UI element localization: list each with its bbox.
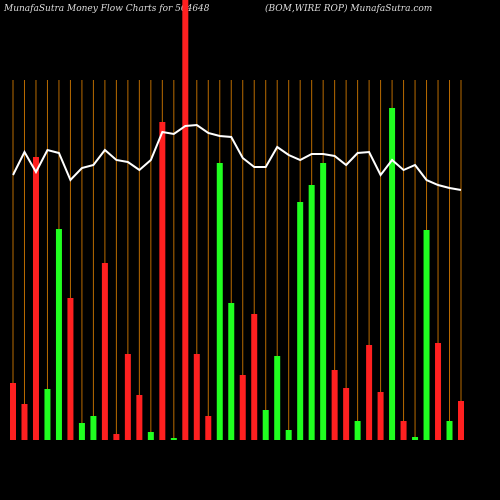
bar	[21, 404, 28, 440]
bar	[101, 263, 108, 440]
bar	[297, 202, 304, 440]
bar	[274, 356, 281, 440]
money-flow-line	[12, 123, 462, 191]
bar	[308, 185, 315, 440]
bar	[90, 416, 97, 440]
bar	[67, 298, 74, 440]
bar	[320, 163, 327, 440]
bar	[55, 229, 62, 440]
bar	[113, 434, 120, 440]
bar	[354, 421, 361, 440]
bar	[170, 438, 177, 440]
bar	[182, 0, 189, 440]
bar	[343, 388, 350, 440]
bar	[285, 430, 292, 440]
bar	[435, 343, 442, 440]
bar	[412, 437, 419, 440]
bar	[147, 432, 154, 440]
bar	[377, 392, 384, 440]
bar	[136, 395, 143, 440]
bar	[193, 354, 200, 440]
bar	[159, 122, 166, 440]
chart-subtitle: (BOM,WIRE ROP) MunafaSutra.com	[265, 3, 432, 14]
bar	[32, 157, 39, 440]
bar	[366, 345, 373, 440]
bar	[216, 163, 223, 440]
bar	[262, 410, 269, 440]
bar	[400, 421, 407, 440]
bar	[10, 383, 16, 440]
bar	[331, 370, 338, 440]
bar	[228, 303, 235, 440]
chart-title: MunafaSutra Money Flow Charts for 504648	[3, 4, 210, 14]
bar	[446, 421, 453, 440]
bar	[44, 389, 51, 440]
bar	[124, 354, 131, 440]
bar	[239, 375, 246, 440]
bar	[423, 230, 430, 440]
bar	[251, 314, 258, 440]
bar	[205, 416, 212, 440]
bar	[78, 423, 85, 440]
bar	[458, 401, 464, 440]
bar	[389, 108, 396, 440]
